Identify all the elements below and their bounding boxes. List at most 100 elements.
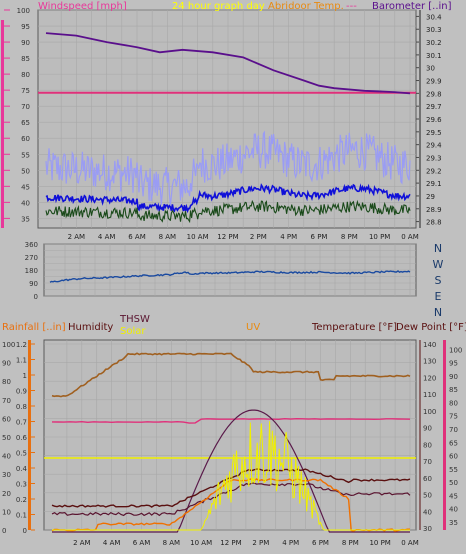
wind-direction-tick-label: 360 [25, 241, 38, 249]
x-tick-label: 4 PM [280, 233, 297, 241]
barometer-tick-label: 29.1 [426, 180, 442, 188]
rainfall-tick-label: 0.9 [16, 388, 27, 396]
rainfall-tick-label: 0.1 [16, 512, 27, 520]
panel3-axes: 0 0.1 0.2 0.3 0.4 0.5 0.6 0.7 0.8 0.9 1 1.1 1.2 0 10 20… [2, 340, 462, 535]
panel-temperature [43, 339, 417, 531]
barometer-tick-label: 29.8 [426, 90, 442, 98]
x-tick-label: 12 PM [220, 539, 241, 547]
rainfall-tick-label: 0.7 [16, 419, 27, 427]
x-tick-label: 2 PM [250, 233, 267, 241]
barometer-tick-label: 29.5 [426, 129, 442, 137]
x-tick-label: 10 PM [369, 539, 390, 547]
compass-label: N [434, 306, 442, 319]
windspeed-tick-label: 95 [21, 23, 30, 31]
panel2-grid [44, 243, 416, 297]
x-tick-label: 0 AM [401, 233, 419, 241]
dew-point-tick-label: 45 [449, 492, 458, 500]
dew-point-tick-label: 95 [449, 360, 458, 368]
panel3-grid [44, 340, 416, 531]
temperature-tick-label: 120 [423, 374, 436, 382]
wind-direction-tick-label: 180 [25, 267, 38, 275]
temperature-line [51, 468, 411, 508]
humidity-tick-label: 20 [2, 490, 11, 498]
barometer-axis: 28.8 28.9 29 29.1 29.2 29.3 29.4 29.5 29.6 29.7 29… [416, 10, 442, 228]
rainfall-tick-label: 0 [23, 527, 27, 535]
x-tick-label: 8 AM [159, 233, 177, 241]
barometer-tick-label: 29 [426, 193, 435, 201]
windspeed-low-line [45, 199, 411, 224]
windspeed-tick-label: 50 [21, 167, 30, 175]
thsw-label: THSW [119, 314, 150, 325]
humidity-tick-label: 10 [2, 508, 11, 516]
dew-point-tick-label: 65 [449, 439, 458, 447]
windspeed-axis: 35 40 45 50 55 60 65 70 75 80 85 90 95 100 [1, 7, 30, 228]
temperature-tick-label: 40 [423, 508, 432, 516]
humidity-tick-label: 70 [2, 397, 11, 405]
x-tick-label: 10 PM [369, 233, 390, 241]
windspeed-tick-label: 60 [21, 135, 30, 143]
windspeed-tick-label: 40 [21, 199, 30, 207]
panel3-series [44, 352, 416, 533]
x-tick-label: 8 PM [341, 233, 358, 241]
barometer-tick-label: 30.2 [426, 39, 442, 47]
barometer-tick-label: 30.1 [426, 52, 442, 60]
barometer-tick-label: 28.8 [426, 219, 442, 227]
uv-label: UV [246, 322, 260, 333]
windspeed-tick-label: 85 [21, 55, 30, 63]
barometer-line [45, 32, 411, 95]
solar-label: Solar [120, 326, 146, 337]
x-tick-label: 6 PM [312, 539, 329, 547]
windspeed-tick-label: 90 [21, 39, 30, 47]
x-tick-label: 2 AM [73, 539, 91, 547]
compass-label: N [434, 242, 442, 255]
panel1-series [38, 32, 416, 224]
uv-curve [52, 409, 410, 533]
temperature-tick-label: 90 [423, 425, 432, 433]
x-tick-label: 6 PM [311, 233, 328, 241]
x-tick-label: 6 AM [128, 233, 146, 241]
dew-point-tick-label: 55 [449, 466, 458, 474]
humidity-tick-label: 80 [2, 378, 11, 386]
x-tick-label: 4 AM [103, 539, 121, 547]
wind-direction-tick-label: 0 [34, 293, 38, 301]
x-tick-label: 10 AM [187, 233, 209, 241]
x-tick-label: 8 AM [163, 539, 181, 547]
barometer-tick-label: 29.2 [426, 167, 442, 175]
temperature-tick-label: 110 [423, 391, 436, 399]
windspeed-axis-bar [1, 20, 4, 228]
humidity-tick-label: 90 [2, 360, 11, 368]
rainfall-tick-label: 1.2 [16, 341, 27, 349]
windspeed-tick-label: 70 [21, 103, 30, 111]
dew-point-tick-label: 50 [449, 479, 458, 487]
rainfall-tick-label: 1 [23, 372, 27, 380]
temperature-tick-label: 70 [423, 458, 432, 466]
outdoor-temp-label: Abridoor Temp. [268, 1, 344, 12]
panel2-series [49, 270, 411, 283]
x-tick-label: 4 AM [98, 233, 116, 241]
temperature-label: Temperature [°F] [311, 322, 397, 333]
dew-point-tick-label: 75 [449, 413, 458, 421]
windspeed-tick-label: 45 [21, 183, 30, 191]
temperature-tick-label: 80 [423, 441, 432, 449]
solar-radiation-line [52, 421, 410, 531]
wind-direction-tick-label: 90 [29, 280, 38, 288]
windspeed-average-line [45, 183, 411, 214]
windspeed-tick-label: 75 [21, 87, 30, 95]
humidity-tick-label: 60 [2, 415, 11, 423]
barometer-tick-label: 29.7 [426, 103, 442, 111]
windspeed-tick-label: 35 [21, 215, 30, 223]
barometer-tick-label: 28.9 [426, 206, 442, 214]
dew-point-tick-label: 85 [449, 386, 458, 394]
x-tick-label: 2 AM [68, 233, 86, 241]
rainfall-tick-label: 1.1 [16, 357, 27, 365]
dew-point-axis-bar [443, 340, 446, 530]
rainfall-tick-label: 0.5 [16, 450, 27, 458]
compass-label: W [433, 258, 444, 271]
temperature-tick-label: 60 [423, 475, 432, 483]
x-tick-label: 0 AM [401, 539, 419, 547]
windspeed-label: Windspeed [mph] [38, 1, 127, 12]
barometer-tick-label: 29.9 [426, 78, 442, 86]
dew-point-tick-label: 35 [449, 519, 458, 527]
humidity-tick-label: 30 [2, 471, 11, 479]
